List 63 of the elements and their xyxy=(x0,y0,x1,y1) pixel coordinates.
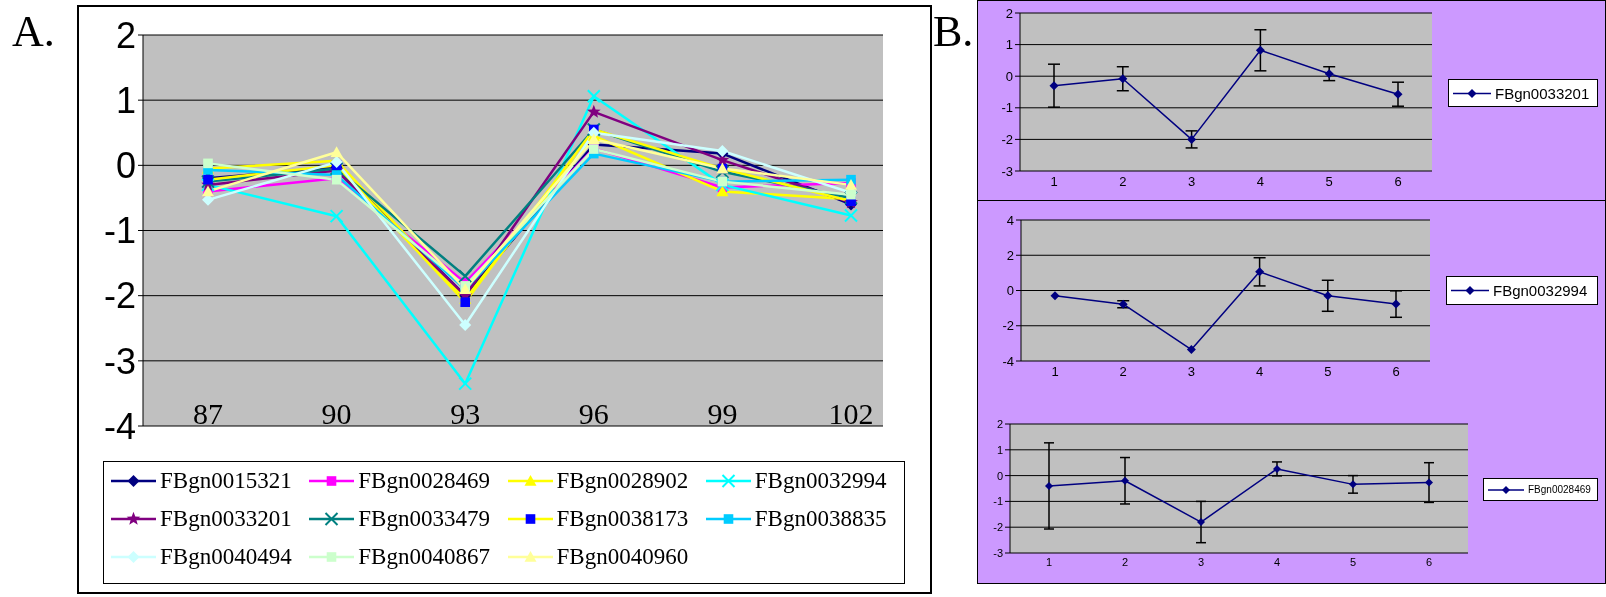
legend-label: FBgn0033201 xyxy=(1495,84,1590,102)
x-tick-label: 1 xyxy=(1050,174,1058,189)
x-tick-label: 3 xyxy=(1187,174,1196,189)
x-tick-label: 6 xyxy=(1394,174,1402,189)
legend-label: FBgn0033201 xyxy=(160,506,292,532)
y-tick-label: 0 xyxy=(1006,283,1014,299)
y-tick-label: 2 xyxy=(115,14,136,56)
legend-label: FBgn0040494 xyxy=(160,544,292,570)
legend-label: FBgn0015321 xyxy=(160,468,292,494)
y-tick-label: -2 xyxy=(103,275,136,317)
y-tick-label: -3 xyxy=(993,546,1003,559)
x-tick-label: 6 xyxy=(1425,556,1433,568)
legend-label: FBgn0038835 xyxy=(754,506,887,532)
legend-label: FBgn0038173 xyxy=(556,506,689,532)
x-tick-label: 87 xyxy=(193,397,223,430)
x-tick-label: 4 xyxy=(1273,556,1281,568)
y-tick-label: 2 xyxy=(1005,5,1013,21)
x-tick-label: 5 xyxy=(1325,174,1333,189)
y-tick-label: -3 xyxy=(1001,163,1013,179)
x-tick-label: 5 xyxy=(1324,364,1332,379)
legend-label: FBgn0032994 xyxy=(1493,282,1588,299)
legend-label: FBgn0032994 xyxy=(754,468,887,494)
x-tick-label: 93 xyxy=(450,397,481,430)
y-tick-label: 0 xyxy=(115,145,136,187)
legend-label: FBgn0028469 xyxy=(1528,484,1591,495)
x-tick-label: 90 xyxy=(321,397,352,430)
y-tick-label: 1 xyxy=(996,443,1003,456)
y-tick-label: 1 xyxy=(1005,37,1013,53)
y-tick-label: -1 xyxy=(1001,100,1013,116)
x-tick-label: 99 xyxy=(707,397,738,430)
legend-label: FBgn0033479 xyxy=(358,506,490,532)
x-tick-label: 2 xyxy=(1121,556,1129,568)
x-tick-label: 1 xyxy=(1045,556,1053,568)
text: A. xyxy=(12,7,55,56)
x-tick-label: 6 xyxy=(1392,364,1400,379)
x-tick-label: 102 xyxy=(828,397,874,430)
y-tick-label: 2 xyxy=(1006,247,1014,263)
legend-label: FBgn0040867 xyxy=(358,544,490,570)
x-tick-label: 5 xyxy=(1349,556,1357,568)
x-tick-label: 4 xyxy=(1255,364,1264,379)
y-tick-label: -3 xyxy=(103,340,136,382)
legend-label: FBgn0040960 xyxy=(556,544,689,570)
y-tick-label: -2 xyxy=(1001,132,1013,148)
y-tick-label: -1 xyxy=(993,495,1003,508)
x-tick-label: 1 xyxy=(1051,364,1059,379)
legend-label: FBgn0028469 xyxy=(358,468,490,494)
x-tick-label: 3 xyxy=(1187,364,1196,379)
y-tick-label: 0 xyxy=(1005,68,1013,84)
x-tick-label: 3 xyxy=(1197,556,1205,568)
y-tick-label: -2 xyxy=(1002,318,1014,334)
y-tick-label: 4 xyxy=(1006,212,1014,228)
y-tick-label: 1 xyxy=(115,79,136,121)
x-tick-label: 2 xyxy=(1119,364,1127,379)
legend-label: FBgn0028902 xyxy=(556,468,689,494)
y-tick-label: -4 xyxy=(103,405,136,447)
x-tick-label: 2 xyxy=(1119,174,1127,189)
y-tick-label: -1 xyxy=(103,210,136,252)
y-tick-label: -2 xyxy=(993,521,1003,534)
y-tick-label: 0 xyxy=(996,469,1003,482)
x-tick-label: 4 xyxy=(1256,174,1265,189)
text: B. xyxy=(933,7,974,56)
x-tick-label: 96 xyxy=(578,397,609,430)
y-tick-label: -4 xyxy=(1002,353,1014,369)
